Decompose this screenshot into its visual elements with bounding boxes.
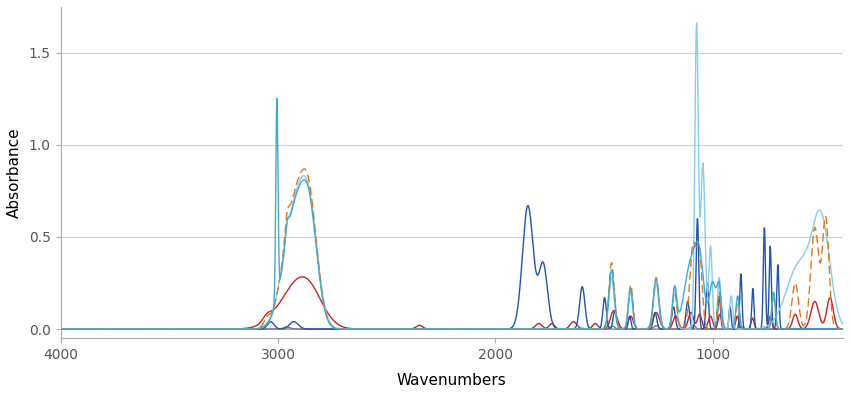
X-axis label: Wavenumbers: Wavenumbers (397, 373, 507, 388)
Y-axis label: Absorbance: Absorbance (7, 127, 22, 218)
